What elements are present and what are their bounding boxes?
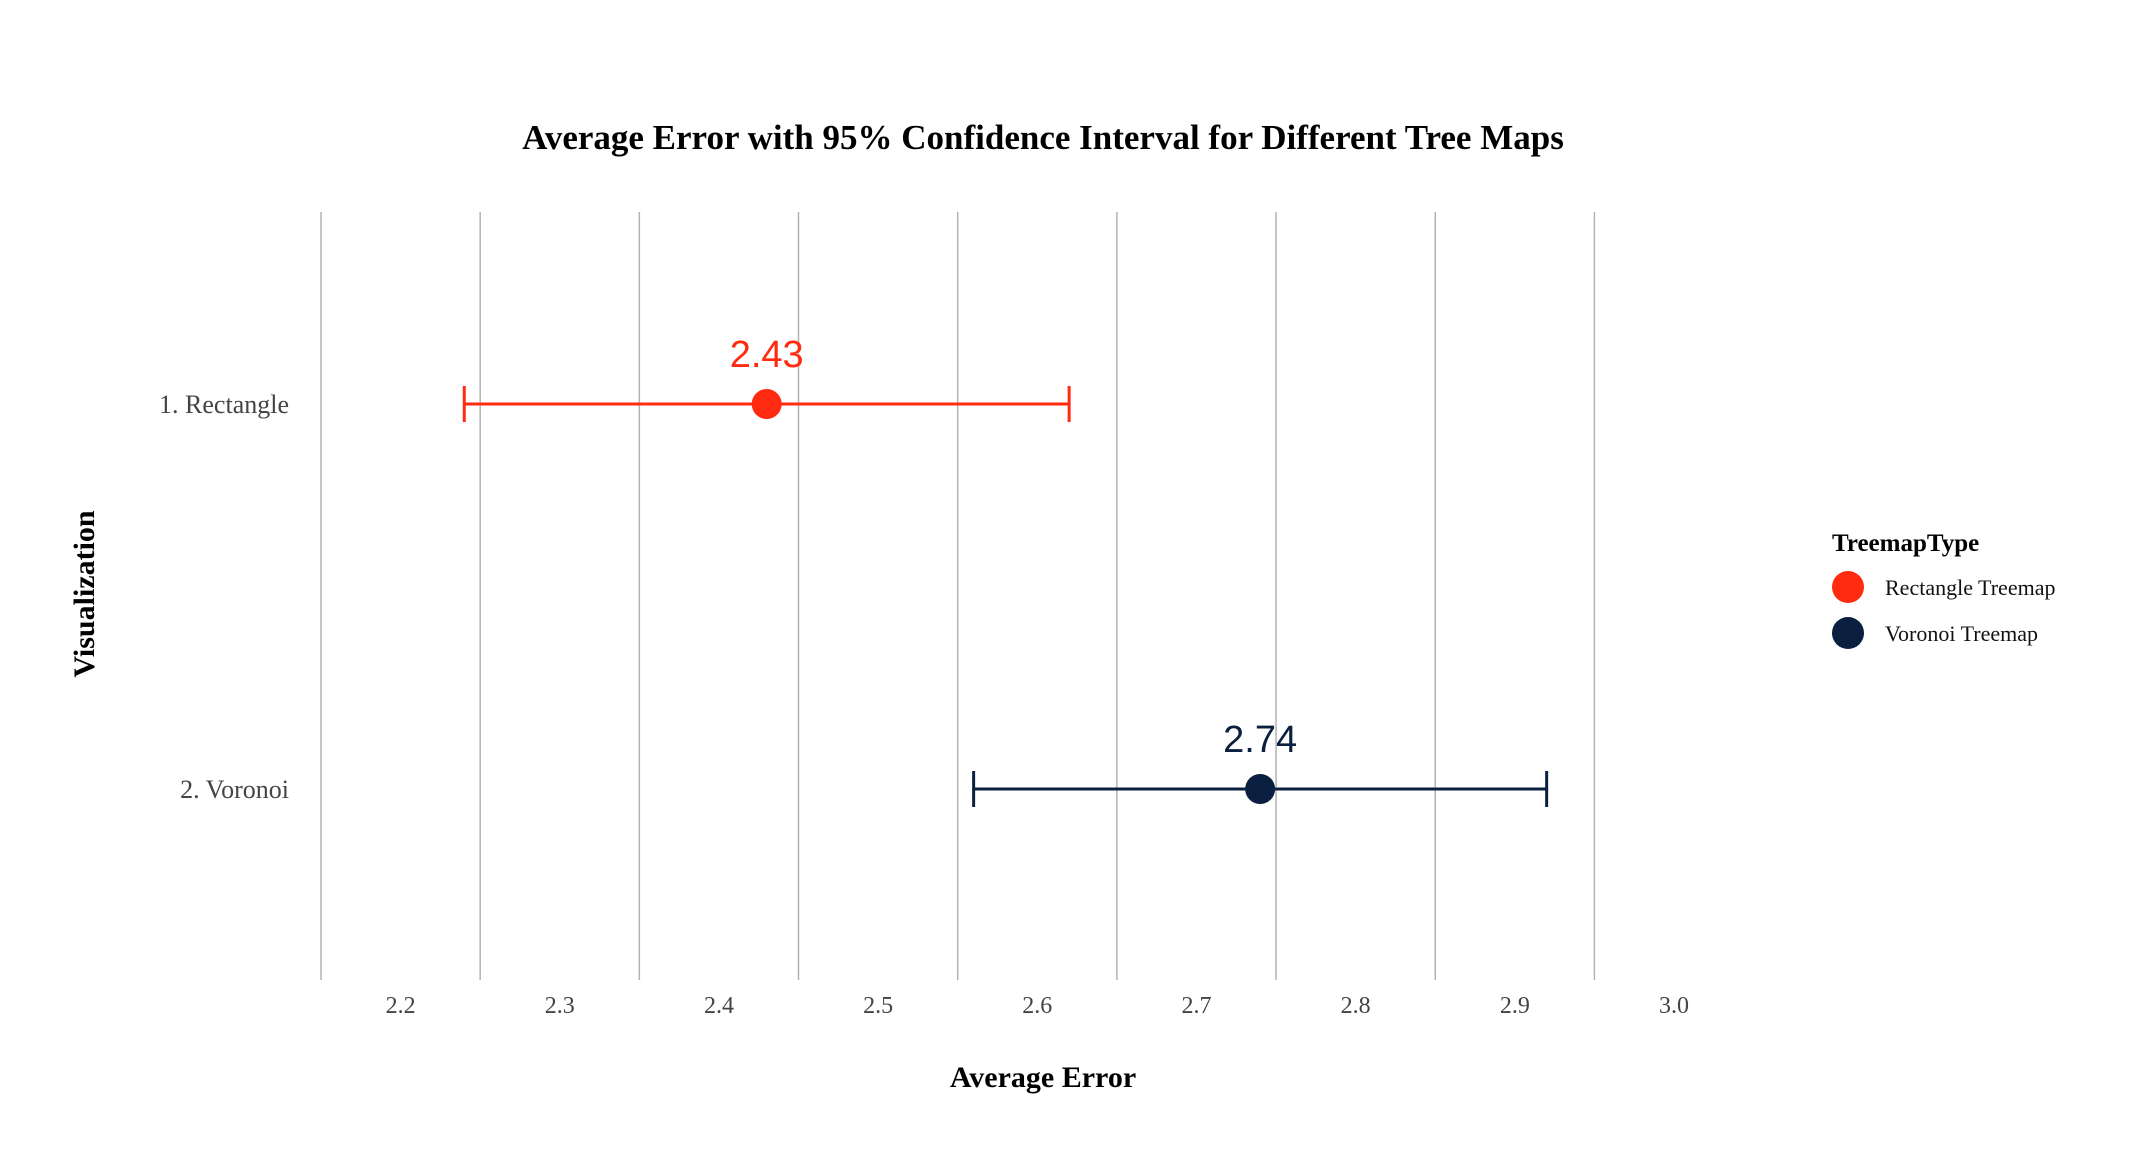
mean-point — [751, 389, 782, 419]
legend-items: Rectangle Treemap Voronoi Treemap — [1832, 571, 2055, 649]
series-layer: 2.43 2.74 — [462, 334, 1549, 807]
x-tick-label: 2.5 — [863, 993, 893, 1019]
grid-layer — [320, 212, 1596, 980]
y-category-labels: 1. Rectangle 2. Voronoi — [159, 390, 289, 804]
chart-title: Average Error with 95% Confidence Interv… — [522, 118, 1564, 157]
series-1: 2.43 — [462, 334, 1071, 422]
y-category-label: 2. Voronoi — [180, 775, 289, 804]
legend-title: TreemapType — [1832, 530, 1979, 557]
x-tick-label: 2.2 — [386, 993, 416, 1019]
legend-key-point — [1832, 617, 1864, 649]
legend-label: Rectangle Treemap — [1885, 575, 2055, 600]
x-tick-label: 3.0 — [1659, 993, 1689, 1019]
x-axis-title: Average Error — [950, 1061, 1136, 1094]
legend: TreemapType Rectangle Treemap Voronoi Tre… — [1832, 530, 2055, 649]
mean-point — [1245, 774, 1276, 804]
x-tick-label: 2.8 — [1341, 993, 1371, 1019]
x-tick-label: 2.4 — [704, 993, 734, 1019]
x-tick-label: 2.9 — [1500, 993, 1530, 1019]
legend-item: Rectangle Treemap — [1832, 571, 2055, 603]
x-tick-labels: 2.2 2.3 2.4 2.5 2.6 2.7 2.8 2.9 3.0 — [386, 993, 1689, 1019]
y-axis-title: Visualization — [68, 510, 101, 678]
data-label: 2.74 — [1223, 719, 1297, 761]
x-tick-label: 2.7 — [1181, 993, 1211, 1019]
x-tick-label: 2.6 — [1022, 993, 1052, 1019]
series-2: 2.74 — [972, 719, 1549, 807]
x-tick-label: 2.3 — [545, 993, 575, 1019]
legend-item: Voronoi Treemap — [1832, 617, 2038, 649]
data-label: 2.43 — [730, 334, 804, 376]
legend-label: Voronoi Treemap — [1885, 621, 2038, 646]
legend-key-point — [1832, 571, 1864, 603]
y-category-label: 1. Rectangle — [159, 390, 289, 419]
